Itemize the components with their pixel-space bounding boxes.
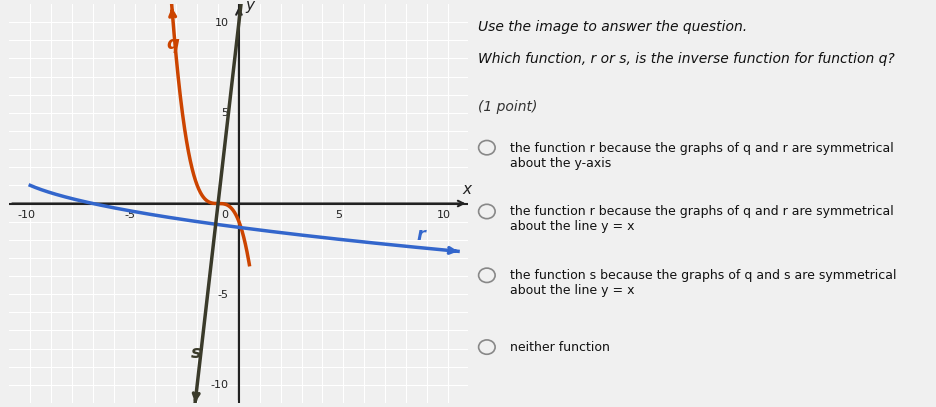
Text: neither function: neither function — [509, 341, 609, 354]
Text: the function r because the graphs of q and r are symmetrical
about the line y = : the function r because the graphs of q a… — [509, 206, 893, 234]
Text: q: q — [166, 35, 179, 53]
Text: 10: 10 — [214, 18, 228, 28]
Text: y: y — [245, 0, 254, 13]
Text: 5: 5 — [221, 109, 228, 118]
Text: (1 point): (1 point) — [477, 100, 536, 114]
Text: -5: -5 — [124, 210, 136, 220]
Text: the function s because the graphs of q and s are symmetrical
about the line y = : the function s because the graphs of q a… — [509, 269, 896, 297]
Text: x: x — [461, 182, 471, 197]
Text: Which function, r or s, is the inverse function for function q?: Which function, r or s, is the inverse f… — [477, 52, 894, 66]
Text: s: s — [191, 344, 201, 361]
Text: -10: -10 — [211, 381, 228, 390]
Text: 0: 0 — [221, 210, 228, 220]
Text: Use the image to answer the question.: Use the image to answer the question. — [477, 20, 746, 34]
Text: r: r — [416, 226, 425, 244]
Text: the function r because the graphs of q and r are symmetrical
about the y-axis: the function r because the graphs of q a… — [509, 142, 893, 170]
Text: 10: 10 — [436, 210, 450, 220]
Text: -10: -10 — [17, 210, 35, 220]
Text: -5: -5 — [217, 290, 228, 300]
Text: 5: 5 — [335, 210, 343, 220]
